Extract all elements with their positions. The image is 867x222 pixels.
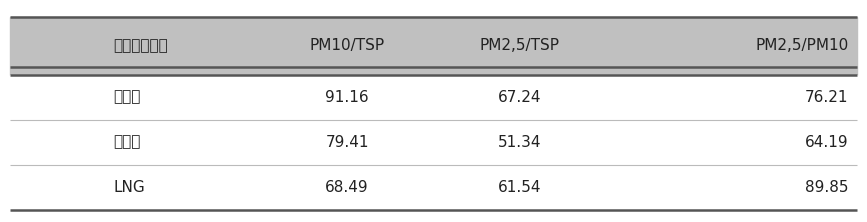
Text: 79.41: 79.41 [325, 135, 368, 150]
Text: 51.34: 51.34 [499, 135, 542, 150]
Text: PM2,5/PM10: PM2,5/PM10 [755, 38, 848, 53]
Text: 61.54: 61.54 [499, 180, 542, 195]
Text: 무연탄: 무연탄 [114, 135, 141, 150]
Text: 연료사용구분: 연료사용구분 [114, 38, 168, 53]
Text: 67.24: 67.24 [499, 90, 542, 105]
Text: 68.49: 68.49 [325, 180, 368, 195]
Text: LNG: LNG [114, 180, 146, 195]
Text: PM2,5/TSP: PM2,5/TSP [480, 38, 560, 53]
Text: 91.16: 91.16 [325, 90, 368, 105]
Text: 76.21: 76.21 [805, 90, 848, 105]
Text: PM10/TSP: PM10/TSP [310, 38, 385, 53]
Text: 64.19: 64.19 [805, 135, 848, 150]
Text: 유연탄: 유연탄 [114, 90, 141, 105]
Text: 89.85: 89.85 [805, 180, 848, 195]
